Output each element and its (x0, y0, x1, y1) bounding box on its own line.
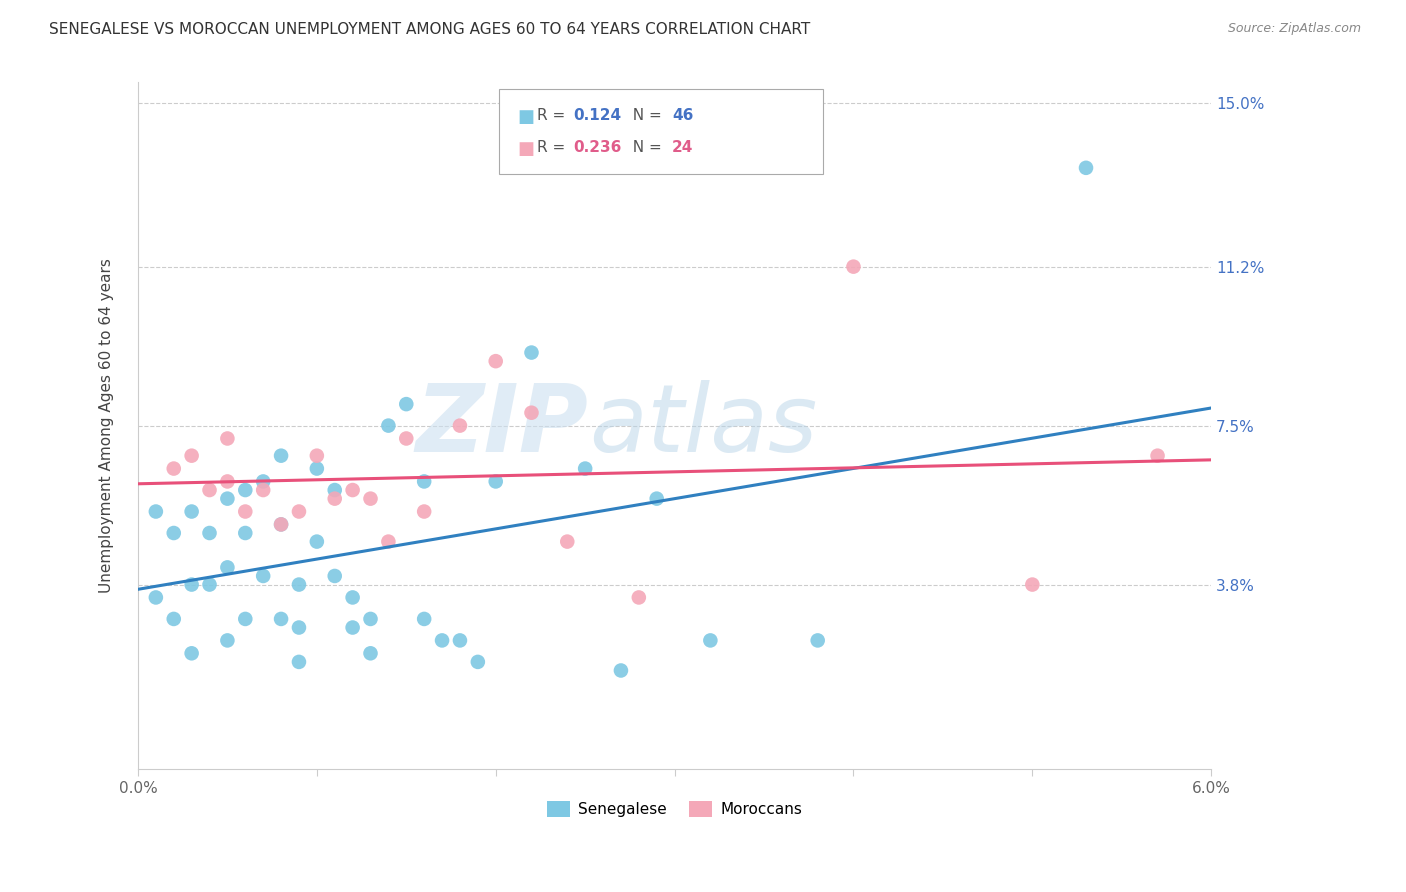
Point (574, 461, 596, 475)
Point (413, 504, 436, 518)
Point (217, 633, 239, 648)
Point (342, 591, 364, 605)
Text: Source: ZipAtlas.com: Source: ZipAtlas.com (1227, 22, 1361, 36)
Text: SENEGALESE VS MOROCCAN UNEMPLOYMENT AMONG AGES 60 TO 64 YEARS CORRELATION CHART: SENEGALESE VS MOROCCAN UNEMPLOYMENT AMON… (49, 22, 810, 37)
Point (270, 517, 292, 532)
Point (1021, 577, 1043, 591)
Point (645, 491, 668, 506)
Point (217, 560, 239, 574)
Point (377, 418, 399, 433)
Text: 0.236: 0.236 (574, 140, 621, 155)
Point (485, 475, 508, 489)
Point (270, 517, 292, 532)
Point (449, 633, 471, 648)
Text: 0.124: 0.124 (574, 108, 621, 123)
Point (807, 633, 830, 648)
Point (198, 577, 221, 591)
Point (1074, 161, 1097, 175)
Point (217, 491, 239, 506)
Point (180, 449, 202, 463)
Point (449, 418, 471, 433)
Point (288, 655, 311, 669)
Point (360, 491, 382, 506)
Point (270, 449, 292, 463)
Point (1146, 449, 1168, 463)
Point (627, 591, 650, 605)
Point (485, 354, 508, 368)
Point (467, 655, 489, 669)
Point (342, 483, 364, 497)
Point (180, 504, 202, 518)
Text: ZIP: ZIP (416, 380, 589, 472)
Y-axis label: Unemployment Among Ages 60 to 64 years: Unemployment Among Ages 60 to 64 years (100, 258, 114, 593)
Point (288, 621, 311, 635)
Point (252, 475, 274, 489)
Text: atlas: atlas (589, 380, 817, 471)
Point (217, 475, 239, 489)
Point (288, 504, 311, 518)
Point (323, 491, 346, 506)
Point (288, 577, 311, 591)
Point (305, 449, 328, 463)
Point (842, 260, 865, 274)
Point (198, 526, 221, 541)
Point (610, 664, 633, 678)
Text: 46: 46 (672, 108, 693, 123)
Point (217, 432, 239, 446)
Text: ■: ■ (517, 108, 534, 126)
Point (163, 526, 186, 541)
Point (520, 345, 543, 359)
Point (145, 504, 167, 518)
Point (252, 483, 274, 497)
Point (305, 534, 328, 549)
Point (323, 483, 346, 497)
Point (360, 612, 382, 626)
Text: ■: ■ (517, 140, 534, 158)
Point (233, 504, 256, 518)
Text: R =: R = (537, 140, 571, 155)
Point (233, 483, 256, 497)
Text: 24: 24 (672, 140, 693, 155)
Text: N =: N = (623, 140, 666, 155)
Point (360, 646, 382, 660)
Text: R =: R = (537, 108, 571, 123)
Point (163, 612, 186, 626)
Point (395, 397, 418, 411)
Point (198, 483, 221, 497)
Point (305, 461, 328, 475)
Legend: Senegalese, Moroccans: Senegalese, Moroccans (541, 796, 808, 823)
Point (413, 475, 436, 489)
Point (395, 432, 418, 446)
Point (233, 612, 256, 626)
Point (555, 534, 578, 549)
Point (252, 569, 274, 583)
Point (233, 526, 256, 541)
Point (323, 569, 346, 583)
Point (413, 612, 436, 626)
Point (342, 621, 364, 635)
Point (180, 646, 202, 660)
Point (430, 633, 453, 648)
Point (145, 591, 167, 605)
Point (377, 534, 399, 549)
Text: N =: N = (623, 108, 666, 123)
Point (270, 612, 292, 626)
Point (699, 633, 721, 648)
Point (180, 577, 202, 591)
Point (520, 406, 543, 420)
Point (163, 461, 186, 475)
